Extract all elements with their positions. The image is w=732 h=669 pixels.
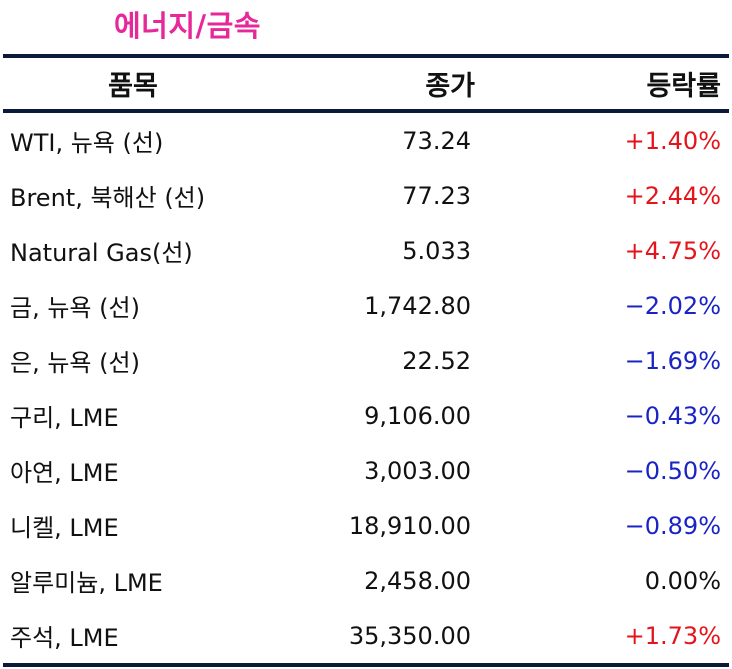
row-change-value: +1.40% [624,126,721,155]
row-change-value: 0.00% [644,566,721,595]
row-change-value: +4.75% [624,236,721,265]
commodity-table: 품목 종가 등락률 WTI, 뉴욕 (선) 73.24 +1.40% Brent… [3,54,729,667]
header-close: 종가 [425,71,475,102]
row-item-name: 아연, LME [10,459,119,487]
header-change: 등락률 [646,71,721,102]
row-item-name: 은, 뉴욕 (선) [10,349,140,377]
row-close-value: 73.24 [402,126,471,155]
row-change-value: −2.02% [624,291,721,320]
table-header-rule [3,109,729,113]
row-item-name: Brent, 북해산 (선) [10,184,206,212]
row-change-value: +2.44% [624,181,721,210]
row-item-name: 니켈, LME [10,514,119,542]
row-close-value: 5.033 [402,236,471,265]
row-close-value: 2,458.00 [364,566,471,595]
row-change-value: −0.50% [624,456,721,485]
table-bottom-rule [3,663,729,667]
table-row: Brent, 북해산 (선) 77.23 +2.44% [3,168,729,223]
table-row: 주석, LME 35,350.00 +1.73% [3,608,729,663]
row-close-value: 9,106.00 [364,401,471,430]
row-close-value: 77.23 [402,181,471,210]
table-header-row: 품목 종가 등락률 [3,58,729,109]
row-change-value: +1.73% [624,621,721,650]
row-item-name: Natural Gas(선) [10,239,193,267]
row-change-value: −0.43% [624,401,721,430]
row-item-name: 알루미늄, LME [10,569,163,597]
row-close-value: 18,910.00 [348,511,471,540]
table-row: 니켈, LME 18,910.00 −0.89% [3,498,729,553]
row-close-value: 22.52 [402,346,471,375]
table-row: 은, 뉴욕 (선) 22.52 −1.69% [3,333,729,388]
row-item-name: 금, 뉴욕 (선) [10,294,140,322]
table-row: 알루미늄, LME 2,458.00 0.00% [3,553,729,608]
table-row: 구리, LME 9,106.00 −0.43% [3,388,729,443]
row-item-name: 구리, LME [10,404,119,432]
table-row: 아연, LME 3,003.00 −0.50% [3,443,729,498]
table-top-rule [3,54,729,58]
table-row: Natural Gas(선) 5.033 +4.75% [3,223,729,278]
header-item: 품목 [108,71,158,102]
table-row: 금, 뉴욕 (선) 1,742.80 −2.02% [3,278,729,333]
row-close-value: 1,742.80 [364,291,471,320]
table-row: WTI, 뉴욕 (선) 73.24 +1.40% [3,113,729,168]
row-change-value: −0.89% [624,511,721,540]
row-change-value: −1.69% [624,346,721,375]
section-title: 에너지/금속 [114,9,261,43]
row-close-value: 3,003.00 [364,456,471,485]
row-close-value: 35,350.00 [348,621,471,650]
row-item-name: WTI, 뉴욕 (선) [10,129,164,157]
row-item-name: 주석, LME [10,624,119,652]
